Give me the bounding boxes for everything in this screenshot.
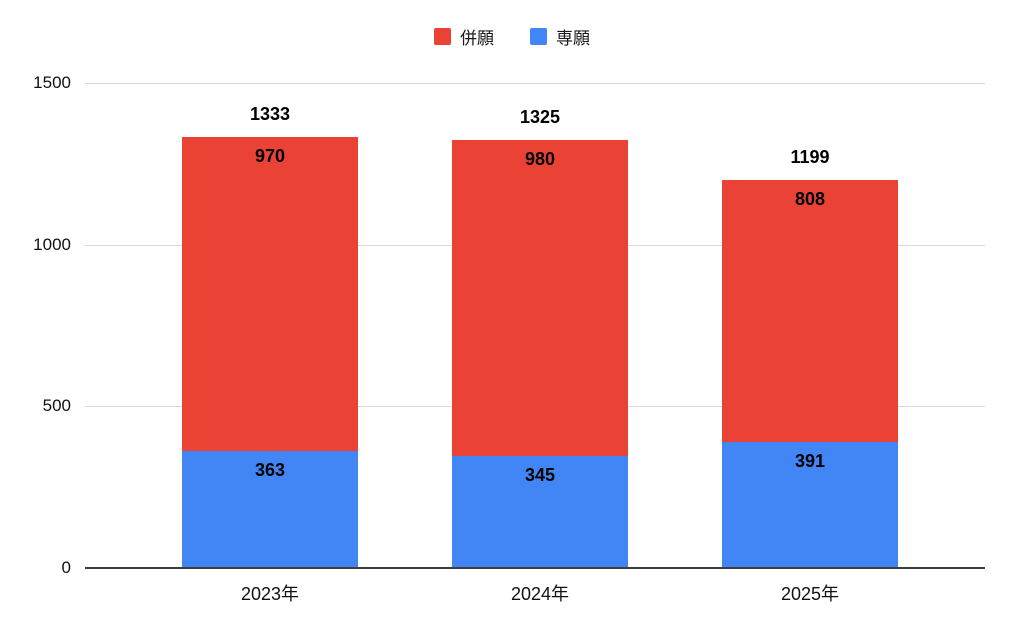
bar-segment-併願 <box>722 180 898 442</box>
x-axis-line <box>85 567 985 569</box>
x-axis-tick-label: 2024年 <box>510 584 570 604</box>
legend-swatch-blue <box>530 28 547 45</box>
segment-value-label: 980 <box>524 148 556 169</box>
x-axis-tick-label: 2025年 <box>780 584 840 604</box>
y-axis-tick-label: 1000 <box>33 234 71 254</box>
chart-legend: 併願 専願 <box>0 24 1024 49</box>
bar-segment-併願 <box>182 136 358 451</box>
y-axis-tick-label: 500 <box>42 396 71 416</box>
legend-label: 専願 <box>556 29 590 48</box>
legend-label: 併願 <box>460 29 494 48</box>
gridline <box>85 83 985 84</box>
segment-value-label: 391 <box>794 450 826 471</box>
total-value-label: 1333 <box>249 103 291 124</box>
bar-segment-専願 <box>452 456 628 568</box>
bar-segment-併願 <box>452 139 628 457</box>
bar-segment-専願 <box>722 441 898 568</box>
x-axis-tick-label: 2023年 <box>240 584 300 604</box>
total-value-label: 1325 <box>519 106 561 127</box>
legend-item-sengan: 専願 <box>530 24 590 49</box>
segment-value-label: 345 <box>524 465 556 486</box>
segment-value-label: 970 <box>254 145 286 166</box>
segment-value-label: 808 <box>794 189 826 210</box>
y-axis-tick-label: 0 <box>61 558 71 577</box>
y-axis-tick-label: 1500 <box>33 73 71 92</box>
total-value-label: 1199 <box>790 147 830 168</box>
bar-segment-専願 <box>182 450 358 568</box>
segment-value-label: 363 <box>254 459 286 480</box>
legend-item-heigan: 併願 <box>434 24 494 49</box>
legend-swatch-red <box>434 28 451 45</box>
